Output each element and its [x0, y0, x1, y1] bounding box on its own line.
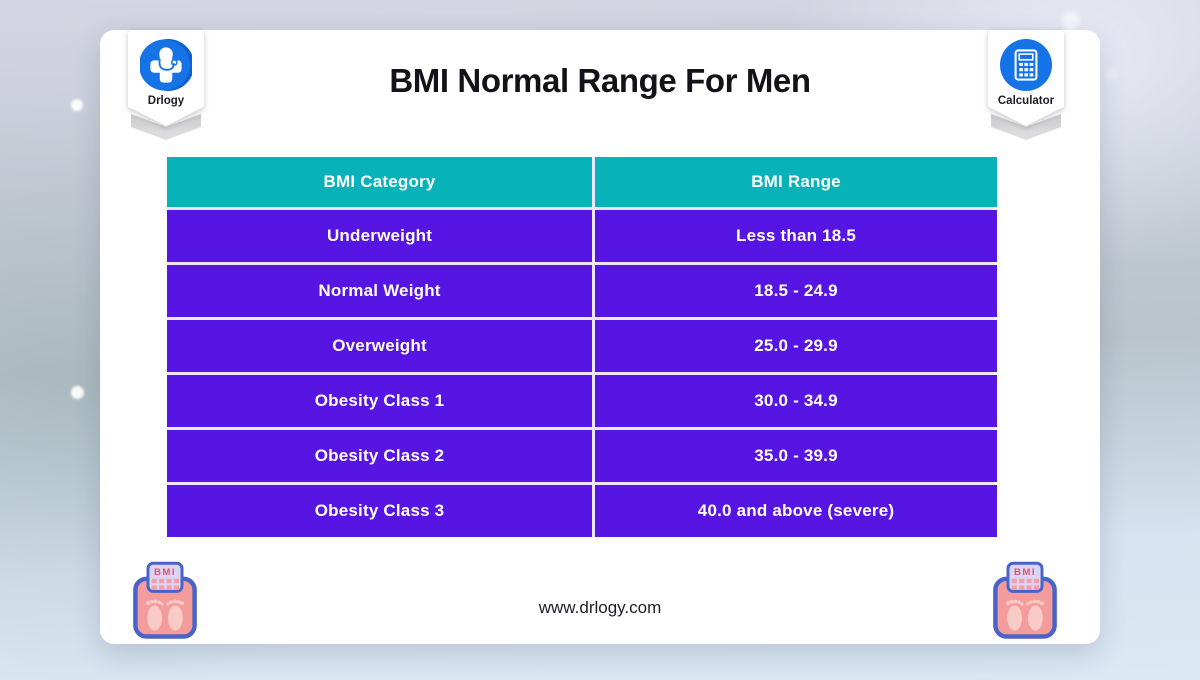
bmi-table: BMI Category BMI Range Underweight Less …: [167, 157, 997, 537]
bmi-weight-scale-icon: BMI: [133, 561, 197, 639]
svg-text:BMI: BMI: [154, 567, 176, 578]
calculator-icon: [1000, 39, 1052, 91]
bokeh-dot: [1106, 68, 1118, 80]
table-cell-range: Less than 18.5: [595, 210, 997, 262]
drlogy-badge: Drlogy: [128, 30, 204, 142]
calculator-badge: Calculator: [988, 30, 1064, 142]
bmi-weight-scale-icon: BMI: [993, 561, 1057, 639]
table-cell-category: Obesity Class 1: [167, 375, 593, 427]
table-header-category: BMI Category: [167, 157, 593, 207]
drlogy-badge-label: Drlogy: [147, 95, 185, 107]
table-cell-range: 18.5 - 24.9: [595, 265, 997, 317]
table-cell-category: Normal Weight: [167, 265, 593, 317]
table-cell-category: Obesity Class 2: [167, 430, 593, 482]
table-header-range: BMI Range: [595, 157, 997, 207]
table-cell-category: Obesity Class 3: [167, 485, 593, 537]
infographic-card: Drlogy BMI Normal Range For Men: [100, 30, 1100, 644]
bokeh-dot: [71, 386, 84, 399]
table-cell-category: Underweight: [167, 210, 593, 262]
table-cell-category: Overweight: [167, 320, 593, 372]
table-cell-range: 35.0 - 39.9: [595, 430, 997, 482]
table-cell-range: 30.0 - 34.9: [595, 375, 997, 427]
bokeh-dot: [1062, 12, 1080, 30]
drlogy-badge-body: Drlogy: [128, 30, 204, 126]
page-title: BMI Normal Range For Men: [389, 62, 811, 99]
table-cell-range: 40.0 and above (severe): [595, 485, 997, 537]
calculator-badge-label: Calculator: [997, 95, 1055, 107]
bokeh-dot: [71, 99, 83, 111]
svg-text:BMI: BMI: [1014, 567, 1036, 578]
calculator-badge-body: Calculator: [988, 30, 1064, 126]
drlogy-plus-stethoscope-icon: [140, 39, 192, 91]
website-url: www.drlogy.com: [538, 598, 662, 617]
table-cell-range: 25.0 - 29.9: [595, 320, 997, 372]
